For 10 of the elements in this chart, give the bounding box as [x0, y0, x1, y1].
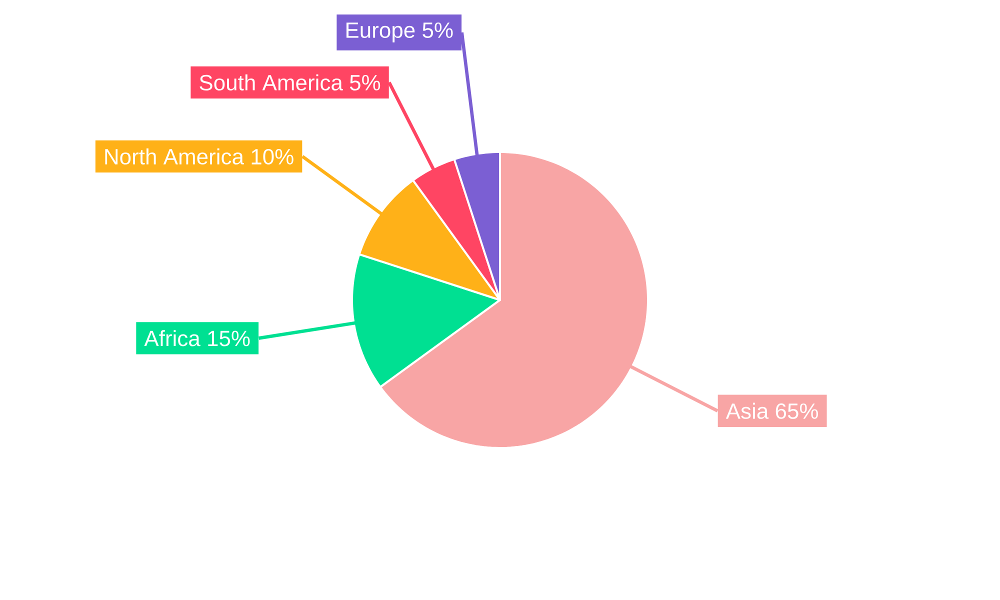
data-label: 5%	[350, 75, 380, 90]
data-label: 65%	[776, 403, 818, 419]
data-label: 15%	[208, 330, 250, 346]
slice-label: North America	[105, 148, 244, 165]
data-label: 10%	[252, 148, 294, 165]
slice-label: Africa	[144, 330, 200, 346]
slice-label: South America	[200, 74, 343, 90]
slice-label: Europe	[346, 22, 415, 42]
slice-label: Asia	[726, 402, 769, 419]
data-label: 5%	[422, 22, 453, 38]
